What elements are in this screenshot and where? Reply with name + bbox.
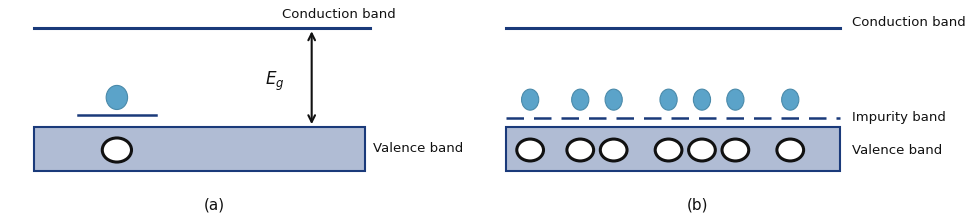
Text: Valence band: Valence band (372, 142, 463, 155)
Ellipse shape (605, 89, 622, 110)
Ellipse shape (517, 139, 543, 161)
Ellipse shape (102, 138, 131, 162)
Ellipse shape (572, 89, 589, 110)
Ellipse shape (777, 139, 804, 161)
Ellipse shape (727, 89, 744, 110)
Bar (34, 127, 365, 171)
Text: $E_g$: $E_g$ (265, 69, 284, 93)
Text: Conduction band: Conduction band (852, 16, 966, 30)
Bar (506, 127, 841, 171)
Ellipse shape (600, 139, 627, 161)
Ellipse shape (106, 85, 128, 110)
Text: (a): (a) (204, 198, 225, 212)
Ellipse shape (693, 89, 711, 110)
Ellipse shape (722, 139, 749, 161)
Ellipse shape (660, 89, 677, 110)
Text: Valence band: Valence band (852, 143, 943, 157)
Ellipse shape (521, 89, 539, 110)
Text: Impurity band: Impurity band (852, 111, 946, 124)
Ellipse shape (567, 139, 593, 161)
Ellipse shape (689, 139, 715, 161)
Text: (b): (b) (687, 198, 708, 212)
Ellipse shape (782, 89, 799, 110)
Text: Conduction band: Conduction band (282, 8, 396, 21)
Ellipse shape (656, 139, 682, 161)
